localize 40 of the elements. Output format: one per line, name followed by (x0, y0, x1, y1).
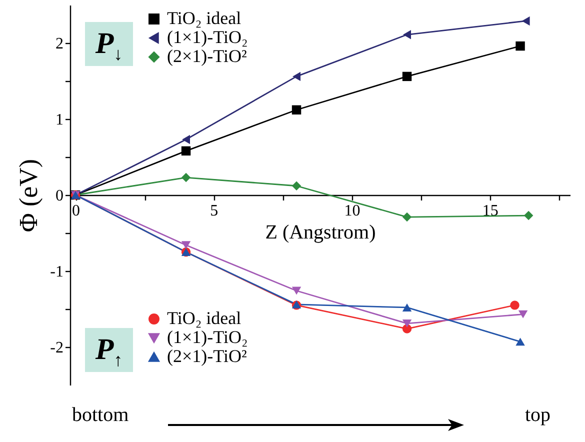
legend-label: (1×1)-TiO₂ (167, 27, 248, 47)
text: top (525, 404, 551, 427)
point (181, 146, 191, 156)
point (522, 16, 530, 26)
legend-label: TiO₂ ideal (167, 8, 242, 28)
point (181, 241, 191, 250)
point (524, 210, 534, 220)
point (402, 72, 412, 82)
x-axis-title: Z (Angstrom) (265, 222, 376, 244)
point (402, 303, 412, 312)
x-tick-label: 5 (210, 202, 218, 220)
point (292, 286, 302, 295)
x-tick-label: 10 (344, 202, 360, 220)
x-tick-label: 0 (72, 202, 80, 220)
legend-label: (1×1)-TiO₂ (167, 327, 248, 347)
y-tick-label: 0 (56, 188, 64, 204)
point (292, 181, 302, 190)
point (402, 212, 412, 222)
annotation: P$_{↑}$ (85, 328, 133, 372)
point (182, 134, 190, 144)
y-tick-label: 2 (56, 36, 64, 52)
text: bottom (72, 404, 129, 427)
x-tick-label: 15 (482, 202, 498, 220)
legend-label: TiO₂ ideal (167, 308, 242, 328)
annotation: P$_{↓}$ (85, 22, 133, 66)
y-axis-title: Φ (eV) (14, 158, 44, 232)
point (181, 172, 191, 182)
point (403, 30, 412, 40)
y-tick-label: -1 (50, 264, 64, 280)
y-tick-label: 1 (56, 112, 64, 128)
point (292, 72, 301, 82)
point (510, 300, 520, 310)
point (402, 319, 412, 328)
point (518, 310, 528, 318)
y-tick-label: -2 (50, 340, 64, 356)
legend-label: (2×1)-TiO² (167, 46, 247, 66)
legend-label: (2×1)-TiO² (167, 346, 247, 366)
point (516, 338, 525, 346)
point (292, 105, 302, 114)
point (516, 41, 525, 51)
